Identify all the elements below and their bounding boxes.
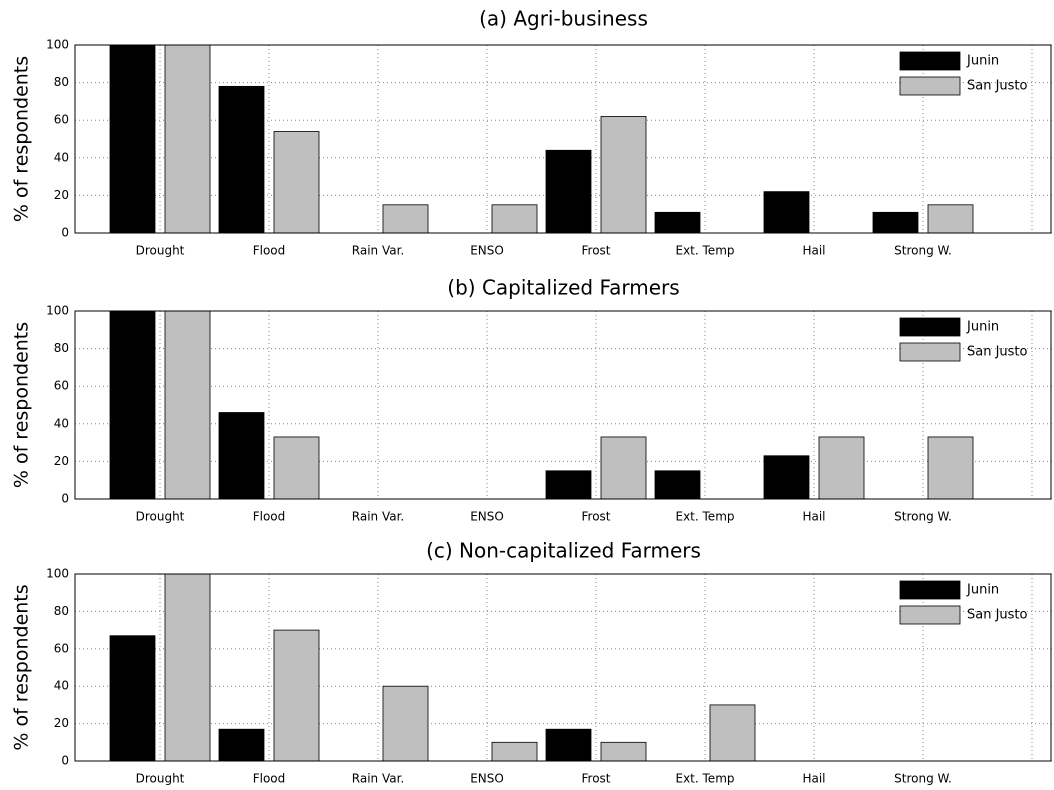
bar <box>491 204 538 234</box>
bar <box>273 131 320 234</box>
y-tick-label: 40 <box>54 150 69 164</box>
x-tick-label: Hail <box>802 772 825 786</box>
bar <box>164 310 211 500</box>
y-axis-label: % of respondents <box>11 56 33 222</box>
y-tick-label: 100 <box>46 304 69 318</box>
chart-title: (c) Non-capitalized Farmers <box>426 539 701 563</box>
axes-frame <box>74 44 1052 234</box>
legend-swatch <box>899 580 961 600</box>
bar <box>273 436 320 500</box>
x-tick-label: Rain Var. <box>352 244 404 258</box>
y-tick-label: 80 <box>54 341 69 355</box>
x-tick-label: Ext. Temp <box>676 772 735 786</box>
legend-swatch <box>899 51 961 71</box>
y-tick-label: 100 <box>46 38 69 52</box>
x-tick-label: Drought <box>136 772 185 786</box>
y-axis-label: % of respondents <box>11 584 33 750</box>
y-tick-label: 80 <box>54 604 69 618</box>
bar <box>164 44 211 234</box>
x-tick-label: Frost <box>582 244 611 258</box>
bar <box>709 704 756 762</box>
bar <box>109 44 156 234</box>
x-tick-label: Drought <box>136 244 185 258</box>
x-tick-label: Frost <box>582 510 611 524</box>
bar <box>218 412 265 500</box>
y-tick-label: 60 <box>54 379 69 393</box>
legend-label: San Justo <box>967 345 1028 360</box>
x-tick-label: Drought <box>136 510 185 524</box>
bar <box>273 629 320 762</box>
legend-swatch <box>899 342 961 362</box>
y-tick-label: 40 <box>54 679 69 693</box>
x-tick-label: Ext. Temp <box>676 244 735 258</box>
bar <box>763 191 810 234</box>
bar <box>164 573 211 762</box>
legend-label: San Justo <box>967 608 1028 623</box>
x-tick-label: Ext. Temp <box>676 510 735 524</box>
legend-label: Junin <box>966 320 999 335</box>
legend-label: San Justo <box>967 79 1028 94</box>
bar <box>218 85 265 234</box>
bar <box>382 685 429 762</box>
x-tick-label: ENSO <box>470 510 504 524</box>
bar <box>600 741 647 762</box>
y-tick-label: 20 <box>54 716 69 730</box>
x-tick-label: Flood <box>253 244 286 258</box>
bar <box>818 436 865 500</box>
chart-title: (a) Agri-business <box>479 7 648 31</box>
axes-frame <box>74 573 1052 762</box>
x-tick-label: ENSO <box>470 772 504 786</box>
x-tick-label: ENSO <box>470 244 504 258</box>
legend-swatch <box>899 317 961 337</box>
y-tick-label: 100 <box>46 567 69 581</box>
x-tick-label: Rain Var. <box>352 772 404 786</box>
y-tick-label: 40 <box>54 416 69 430</box>
chart-title: (b) Capitalized Farmers <box>447 276 679 300</box>
bar <box>109 310 156 500</box>
x-tick-label: Hail <box>802 510 825 524</box>
y-tick-label: 0 <box>61 754 69 768</box>
x-tick-label: Frost <box>582 772 611 786</box>
y-tick-label: 60 <box>54 641 69 655</box>
bar <box>600 116 647 234</box>
bar <box>763 455 810 500</box>
legend-swatch <box>899 76 961 96</box>
bar <box>927 436 974 500</box>
bar <box>545 470 592 500</box>
y-axis-label: % of respondents <box>11 322 33 488</box>
bar <box>872 211 919 234</box>
x-tick-label: Strong W. <box>894 244 952 258</box>
bar <box>654 211 701 234</box>
legend-label: Junin <box>966 583 999 598</box>
x-tick-label: Rain Var. <box>352 510 404 524</box>
y-tick-label: 0 <box>61 226 69 240</box>
legend-label: Junin <box>966 54 999 69</box>
y-tick-label: 0 <box>61 492 69 506</box>
bar <box>218 728 265 762</box>
bar <box>600 436 647 500</box>
bar <box>545 728 592 762</box>
y-tick-label: 80 <box>54 75 69 89</box>
bar <box>109 635 156 762</box>
legend-swatch <box>899 605 961 625</box>
x-tick-label: Flood <box>253 772 286 786</box>
bar <box>654 470 701 500</box>
x-tick-label: Strong W. <box>894 510 952 524</box>
x-tick-label: Flood <box>253 510 286 524</box>
axes-frame <box>74 310 1052 500</box>
y-tick-label: 20 <box>54 454 69 468</box>
bar <box>382 204 429 234</box>
y-tick-label: 60 <box>54 113 69 127</box>
y-tick-label: 20 <box>54 188 69 202</box>
bar <box>491 741 538 762</box>
bar <box>927 204 974 234</box>
x-tick-label: Hail <box>802 244 825 258</box>
x-tick-label: Strong W. <box>894 772 952 786</box>
bar <box>545 149 592 234</box>
